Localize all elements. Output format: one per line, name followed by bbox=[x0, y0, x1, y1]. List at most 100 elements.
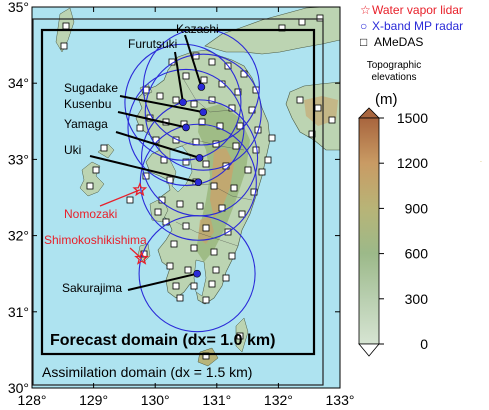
x-tick-label: 132° bbox=[264, 392, 293, 408]
legend-lidar-symbol: ☆ bbox=[360, 3, 371, 17]
x-tick-label: 129° bbox=[79, 392, 108, 408]
x-tick-label: 128° bbox=[18, 392, 47, 408]
amedas-station bbox=[190, 244, 198, 252]
colorbar-tick-label: 300 bbox=[405, 291, 429, 307]
amedas-station bbox=[212, 266, 220, 274]
amedas-station bbox=[136, 124, 144, 132]
amedas-station bbox=[296, 96, 304, 104]
amedas-station bbox=[176, 294, 184, 302]
colorbar-tick-label: 900 bbox=[405, 200, 429, 216]
amedas-station bbox=[236, 332, 244, 340]
amedas-station bbox=[168, 58, 176, 66]
legend-radar-symbol: ○ bbox=[360, 19, 367, 33]
radar-leader-line bbox=[117, 111, 187, 129]
colorbar-tick-label: 0 bbox=[420, 336, 428, 352]
assimilation-domain-label: Assimilation domain (dx = 1.5 km) bbox=[42, 364, 252, 380]
amedas-station bbox=[234, 88, 242, 96]
amedas-station bbox=[228, 252, 236, 260]
amedas-station bbox=[230, 184, 238, 192]
radar-range-circle bbox=[124, 43, 242, 161]
colorbar-title-line2: elevations bbox=[371, 72, 416, 83]
amedas-station bbox=[216, 122, 224, 130]
colorbar-tick-label: 600 bbox=[405, 246, 429, 262]
radar-range-circle bbox=[127, 68, 245, 186]
amedas-station bbox=[142, 172, 150, 180]
radar-site-dot bbox=[182, 123, 190, 132]
amedas-station bbox=[202, 224, 210, 232]
axes: 128° 129° 130° 131° 132° 133° 35° 34° 33° 32° 31° 3… bbox=[8, 0, 355, 408]
amedas-station bbox=[258, 168, 266, 176]
radar-leader-line bbox=[184, 34, 203, 88]
colorbar-top-arrow bbox=[358, 107, 380, 119]
amedas-station bbox=[250, 188, 258, 196]
amedas-station bbox=[264, 156, 272, 164]
amedas-station bbox=[172, 282, 180, 290]
assimilation-domain-box bbox=[32, 18, 324, 386]
radar-site-dot bbox=[194, 178, 203, 187]
amedas-station bbox=[314, 104, 322, 112]
amedas-station bbox=[198, 118, 206, 126]
colorbar: Topographic elevations (m) 1500 1200 900 60… bbox=[358, 60, 429, 357]
amedas-station bbox=[190, 100, 198, 108]
amedas-station bbox=[202, 296, 210, 304]
map-frame bbox=[31, 6, 341, 389]
colorbar-tick-label: 1200 bbox=[397, 155, 428, 171]
amedas-station bbox=[182, 222, 190, 230]
amedas-station bbox=[182, 72, 190, 80]
y-tick-label: 30° bbox=[8, 380, 29, 396]
colorbar-tick-label: 1500 bbox=[397, 110, 428, 126]
amedas-station bbox=[222, 274, 230, 282]
amedas-station bbox=[238, 210, 246, 218]
radar-site-dot bbox=[179, 98, 187, 107]
amedas-station bbox=[156, 92, 164, 100]
legend: ☆ Water vapor lidar ○ X-band MP radar □ … bbox=[360, 3, 463, 49]
amedas-station bbox=[254, 126, 262, 134]
radar-site-label: Uki bbox=[64, 143, 81, 157]
lidar-site-label: Nomozaki bbox=[64, 207, 117, 221]
ariake-bay bbox=[169, 145, 193, 193]
radar-leader-line bbox=[115, 131, 200, 159]
radar-site-dot bbox=[197, 83, 206, 91]
lidar-leader-line bbox=[99, 189, 141, 207]
legend-amedas-symbol: □ bbox=[360, 35, 367, 49]
amedas-station bbox=[232, 142, 240, 150]
radar-site-label: Furutsuki bbox=[128, 37, 177, 51]
legend-amedas-label: AMeDAS bbox=[374, 35, 423, 49]
amedas-station bbox=[236, 122, 244, 130]
colorbar-gradient bbox=[358, 117, 380, 345]
y-tick-label: 35° bbox=[8, 0, 29, 15]
amedas-station bbox=[208, 280, 216, 288]
x-tick-label: 131° bbox=[202, 392, 231, 408]
amedas-station bbox=[62, 22, 70, 30]
amedas-station bbox=[298, 18, 306, 26]
amedas-station bbox=[92, 166, 100, 174]
radar-site-label: Kazashi bbox=[176, 22, 219, 36]
x-tick-label: 130° bbox=[141, 392, 170, 408]
x-tick-label: 133° bbox=[326, 392, 355, 408]
amedas-station bbox=[316, 14, 324, 22]
amedas-station bbox=[60, 42, 68, 50]
amedas-station bbox=[172, 96, 180, 104]
amedas-station bbox=[154, 208, 162, 216]
lidar-star-icon bbox=[134, 250, 150, 265]
radar-site-label: Sakurajima bbox=[62, 281, 122, 295]
amedas-station bbox=[192, 52, 200, 60]
amedas-station bbox=[172, 136, 180, 144]
colorbar-unit: (m) bbox=[375, 91, 398, 108]
radar-range-circle bbox=[144, 53, 262, 171]
amedas-station bbox=[166, 262, 174, 270]
amedas-station bbox=[200, 76, 208, 84]
legend-lidar-label: Water vapor lidar bbox=[372, 3, 463, 17]
amedas-station bbox=[126, 196, 134, 204]
amedas-station bbox=[190, 282, 198, 290]
amedas-station bbox=[328, 116, 336, 124]
amedas-station bbox=[252, 146, 260, 154]
lidar-star-icon bbox=[132, 182, 148, 197]
amedas-station bbox=[182, 158, 190, 166]
lidar-site-markers: Nomozaki Shimokoshikishima bbox=[44, 182, 150, 265]
radar-range-circle bbox=[139, 123, 257, 241]
amedas-station bbox=[100, 144, 108, 152]
amedas-station bbox=[268, 134, 276, 142]
